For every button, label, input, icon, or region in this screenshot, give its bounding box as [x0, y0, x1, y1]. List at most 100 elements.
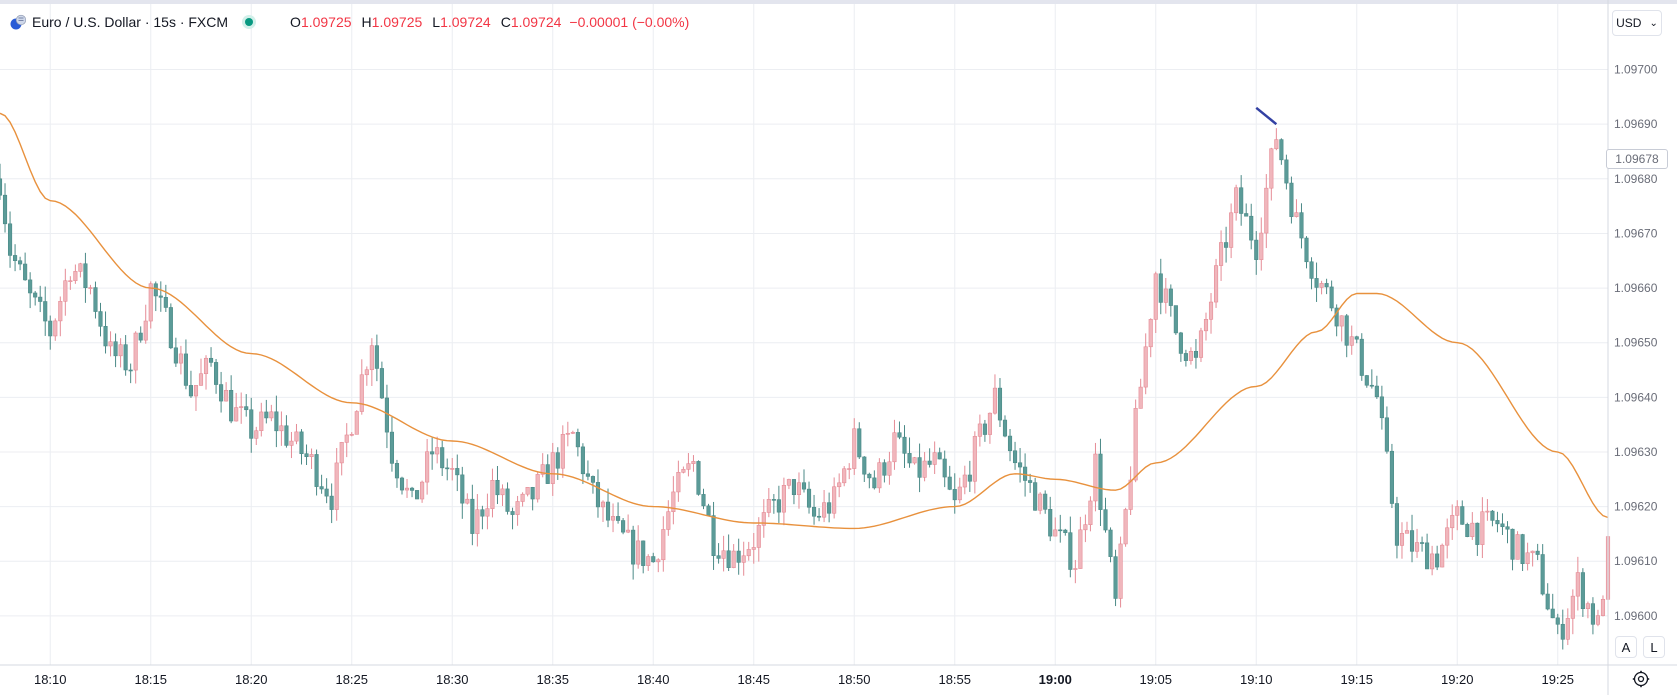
candle-body [771, 499, 776, 501]
candle-body [1344, 315, 1349, 346]
candle-body [450, 468, 455, 470]
candle-body [987, 412, 992, 435]
candle-body [7, 223, 13, 256]
candle-body [962, 474, 967, 488]
log-scale-button[interactable]: L [1643, 636, 1665, 658]
candle-body [364, 369, 369, 376]
candle-body [349, 434, 354, 436]
candle-body [1088, 500, 1093, 525]
low-label: L [432, 14, 441, 30]
candle-body [977, 423, 982, 437]
candle-body [148, 283, 153, 322]
candle-body [1309, 261, 1314, 279]
candle-body [214, 362, 219, 385]
candle-body [344, 434, 349, 443]
market-open-dot-icon[interactable] [242, 15, 257, 29]
candle-body [38, 296, 43, 302]
candle-body [409, 487, 415, 491]
price-tick-label: 1.09610 [1614, 554, 1658, 568]
candle-body [304, 453, 309, 458]
candle-body [972, 436, 977, 482]
candle-body [13, 255, 18, 262]
candle-body [420, 481, 425, 500]
candle-body [168, 307, 173, 349]
settings-button[interactable] [1630, 668, 1652, 690]
candle-body [470, 498, 475, 534]
candle-body [1339, 315, 1344, 327]
candle-body [1470, 522, 1475, 537]
candle-body [1264, 187, 1269, 234]
candle-body [374, 345, 379, 369]
candle-body [339, 442, 344, 464]
candle-body [1053, 529, 1058, 537]
candle-body [1023, 466, 1028, 481]
candle-body [952, 489, 957, 501]
candle-body [234, 407, 239, 422]
candle-body [63, 280, 68, 302]
price-tick-label: 1.09640 [1614, 390, 1658, 404]
candle-body [314, 454, 319, 487]
candle-body [781, 484, 786, 513]
candle-body [1018, 462, 1023, 468]
candle-body [661, 529, 666, 561]
candle-body [822, 502, 827, 518]
low-value: 1.09724 [440, 14, 491, 30]
gear-icon [1632, 670, 1650, 688]
symbol-title[interactable]: Euro / U.S. Dollar · 15s · FXCM [32, 14, 229, 30]
symbol-legend: Euro / U.S. Dollar · 15s · FXCM O 1.09725… [10, 12, 689, 32]
candle-body [837, 482, 842, 488]
open-label: O [290, 14, 301, 30]
candle-body [495, 479, 500, 496]
candle-body [827, 502, 832, 514]
trendline-drawing [1255, 106, 1278, 126]
candle-body [641, 540, 646, 566]
candle-body [842, 468, 847, 484]
candle-body [801, 482, 807, 490]
candle-body [1560, 623, 1565, 640]
candle-body [1224, 242, 1229, 248]
candle-body [967, 474, 972, 482]
time-tick-label: 18:40 [637, 672, 670, 687]
candle-body [68, 280, 73, 282]
candle-body [1590, 603, 1595, 625]
candle-body [229, 390, 234, 422]
currency-select[interactable]: USD ⌄ [1612, 10, 1662, 36]
candle-body [173, 347, 178, 364]
candle-body [430, 451, 435, 455]
candle-body [1404, 530, 1410, 534]
candle-body [1279, 139, 1284, 161]
candle-body [1600, 598, 1606, 616]
price-tick-label: 1.09700 [1614, 63, 1658, 77]
time-tick-label: 19:20 [1441, 672, 1474, 687]
candle-body [982, 423, 987, 435]
candle-body [1289, 182, 1294, 217]
candle-body [1183, 353, 1188, 361]
candle-body [580, 446, 585, 475]
time-tick-label: 18:55 [938, 672, 971, 687]
candle-body [1550, 608, 1555, 619]
candle-body [912, 457, 917, 464]
candle-body [379, 368, 384, 399]
candle-body [927, 460, 932, 465]
candle-body [525, 487, 530, 495]
candle-body [796, 482, 802, 496]
candle-body [1098, 453, 1103, 510]
candle-body [369, 345, 374, 371]
candle-body [907, 453, 912, 464]
candle-body [1485, 510, 1490, 513]
candle-body [786, 479, 791, 486]
candle-body [1585, 603, 1590, 609]
candle-body [560, 434, 565, 469]
candle-body [852, 428, 857, 469]
candle-body [902, 436, 907, 454]
candle-body [2, 194, 8, 225]
candle-body [651, 556, 656, 563]
candle-body [1565, 618, 1570, 640]
candle-body [610, 516, 616, 521]
auto-scale-button[interactable]: A [1615, 636, 1637, 658]
candle-body [721, 550, 726, 559]
candle-body [269, 411, 274, 419]
euro-dollar-flags-icon [10, 14, 26, 30]
candle-body [540, 464, 545, 475]
